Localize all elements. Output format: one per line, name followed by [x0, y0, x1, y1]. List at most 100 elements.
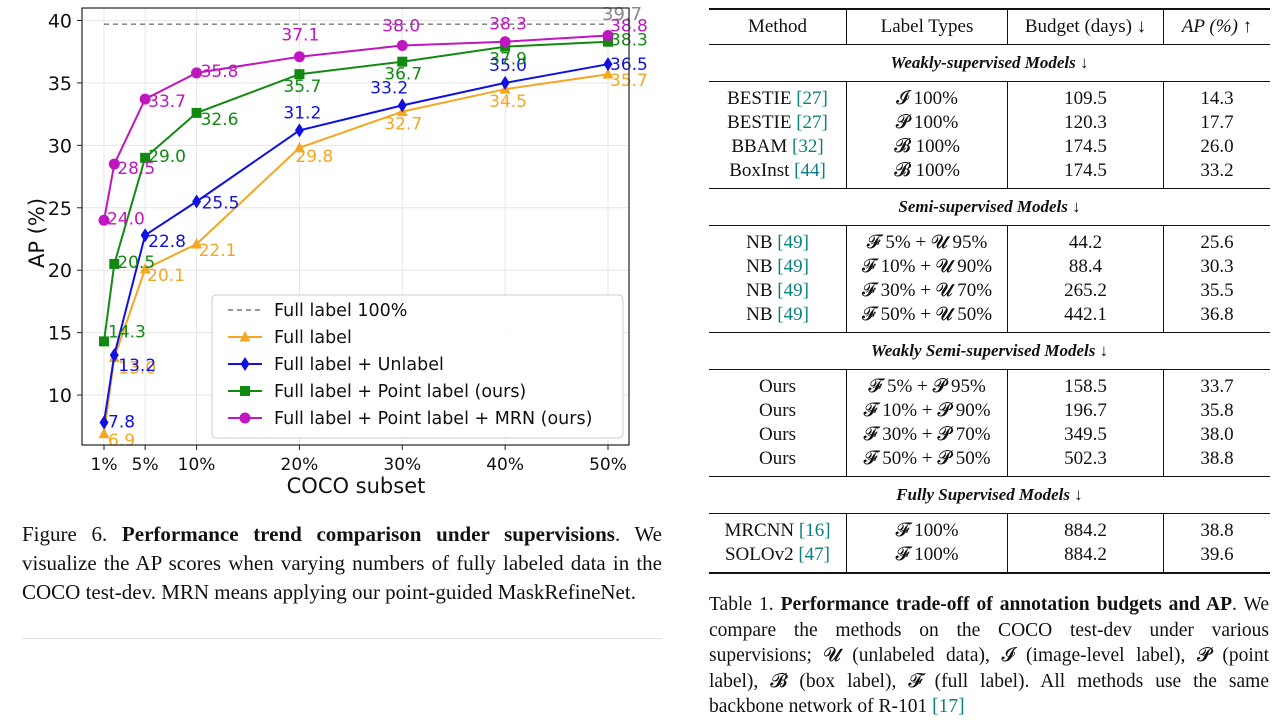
series-line	[103, 63, 609, 423]
ap-cell: 17.7	[1200, 112, 1234, 133]
method-name: NB	[746, 304, 773, 325]
diamond-marker	[109, 348, 119, 363]
label-types-cell: 𝓕 5% + 𝓤 95%	[846, 225, 1008, 255]
square-marker	[99, 336, 109, 347]
circle-marker	[239, 412, 251, 424]
data-label: 35.7	[283, 77, 321, 97]
diamond-marker	[500, 75, 510, 90]
method-cell: Ours	[709, 423, 847, 447]
x-axis-label: COCO subset	[287, 474, 426, 498]
label-types-cell: 𝓕 30% + 𝓟 70%	[846, 423, 1008, 447]
data-label: 13.0	[118, 359, 156, 379]
data-label: 29.8	[295, 147, 333, 167]
data-label: 6.9	[108, 431, 135, 451]
circle-marker	[108, 158, 120, 170]
series-line	[103, 34, 609, 221]
data-label: 20.1	[147, 266, 185, 286]
table-row: BoxInst [44] 𝓑 100% 174.5 33.2	[709, 159, 1270, 189]
circle-marker	[139, 93, 151, 105]
method-cell: SOLOv2 [47]	[709, 543, 847, 574]
budget-cell: 442.1	[1007, 303, 1164, 333]
col-method-header: Method	[709, 8, 847, 45]
section-title: Fully Supervised Models ↓	[709, 476, 1270, 514]
data-label: 38.0	[382, 16, 420, 36]
citation: [16]	[798, 520, 831, 541]
triangle-marker	[293, 141, 305, 153]
table-caption-title: Performance trade-off of annotation budg…	[780, 594, 1232, 615]
x-tick-label: 1%	[91, 455, 118, 475]
legend-label: Full label 100%	[274, 301, 407, 321]
y-tick-label: 30	[48, 135, 72, 157]
data-label: 35.0	[489, 56, 527, 76]
table-caption-body: . We compare the methods on the COCO tes…	[709, 594, 1269, 717]
reference-line: 39.7	[104, 4, 642, 25]
data-label: 33.2	[370, 78, 408, 98]
x-tick-label: 10%	[178, 455, 216, 475]
col-label-types-header: Label Types	[846, 8, 1008, 45]
ap-cell: 36.8	[1200, 304, 1234, 325]
reference-line-label: 39.7	[602, 4, 642, 25]
data-label: 33.7	[148, 92, 186, 112]
y-axis-label: AP (%)	[25, 198, 49, 268]
label-types-cell: 𝓕 100%	[846, 543, 1008, 574]
budget-cell: 265.2	[1007, 279, 1164, 303]
budget-cell: 44.2	[1007, 225, 1164, 255]
results-table: Method Label Types Budget (days) ↓ AP (%…	[709, 8, 1270, 574]
budget-cell: 88.4	[1007, 255, 1164, 279]
budget-cell: 174.5	[1007, 135, 1164, 159]
figure-caption-title: Performance trend comparison under super…	[121, 522, 615, 546]
ap-trend-chart: 10 15 20 25 30 35 40 1% 5% 10% 20% 30% 40% 50% 39.7 6…	[25, 4, 648, 498]
budget-cell: 502.3	[1007, 447, 1164, 477]
plot-area	[81, 7, 630, 446]
y-tick-label: 35	[48, 73, 72, 95]
data-label: 28.5	[117, 159, 155, 179]
diamond-marker	[397, 98, 407, 113]
data-label: 36.7	[384, 65, 422, 85]
y-tick-label: 20	[48, 260, 72, 282]
citation: [27]	[796, 112, 828, 133]
data-label: 22.1	[199, 241, 237, 261]
data-label: 35.8	[201, 62, 239, 82]
table-row: NB [49] 𝓕 50% + 𝓤 50% 442.1 36.8	[709, 303, 1270, 333]
col-budget-header: Budget (days) ↓	[1007, 8, 1164, 45]
column-divider	[22, 638, 662, 639]
section-fully-supervised: Fully Supervised Models ↓ MRCNN [16] 𝓕 100…	[709, 476, 1270, 574]
citation: [44]	[794, 160, 826, 181]
triangle-marker	[239, 331, 251, 342]
data-label: 22.8	[148, 232, 186, 252]
diamond-marker	[140, 228, 150, 243]
ap-cell: 35.5	[1200, 280, 1234, 301]
ap-cell: 38.8	[1200, 520, 1234, 541]
table-row: NB [49] 𝓕 10% + 𝓤 90% 88.4 30.3	[709, 255, 1270, 279]
y-tick-label: 15	[48, 323, 72, 345]
data-label: 13.2	[118, 356, 156, 376]
data-label: 7.8	[108, 413, 135, 433]
method-name: Ours	[759, 376, 796, 397]
label-types-cell: 𝓕 30% + 𝓤 70%	[846, 279, 1008, 303]
table-caption-citation: [17]	[932, 696, 965, 717]
label-types-cell: 𝓑 100%	[846, 135, 1008, 159]
budget-cell: 349.5	[1007, 423, 1164, 447]
figure-caption: Figure 6. Performance trend comparison u…	[22, 520, 662, 607]
square-marker	[294, 69, 305, 80]
legend-label: Full label	[274, 328, 352, 348]
data-label: 34.5	[489, 92, 527, 112]
method-name: BESTIE	[727, 112, 792, 133]
method-cell: Ours	[709, 447, 847, 477]
label-types-cell: 𝓕 10% + 𝓟 90%	[846, 399, 1008, 423]
method-name: Ours	[759, 424, 796, 445]
section-title: Semi-supervised Models ↓	[709, 188, 1270, 226]
budget-cell: 884.2	[1007, 543, 1164, 574]
method-name: NB	[746, 232, 773, 253]
table-row: NB [49] 𝓕 30% + 𝓤 70% 265.2 35.5	[709, 279, 1270, 303]
table-row: BBAM [32] 𝓑 100% 174.5 26.0	[709, 135, 1270, 159]
ap-cell: 25.6	[1200, 232, 1234, 253]
x-tick-label: 20%	[281, 455, 319, 475]
data-label: 20.5	[117, 253, 155, 273]
square-marker	[191, 107, 202, 118]
method-cell: NB [49]	[709, 225, 847, 255]
citation: [49]	[777, 256, 809, 277]
budget-cell: 158.5	[1007, 369, 1164, 399]
x-tick-label: 30%	[383, 455, 421, 475]
ap-cell: 35.8	[1200, 400, 1234, 421]
